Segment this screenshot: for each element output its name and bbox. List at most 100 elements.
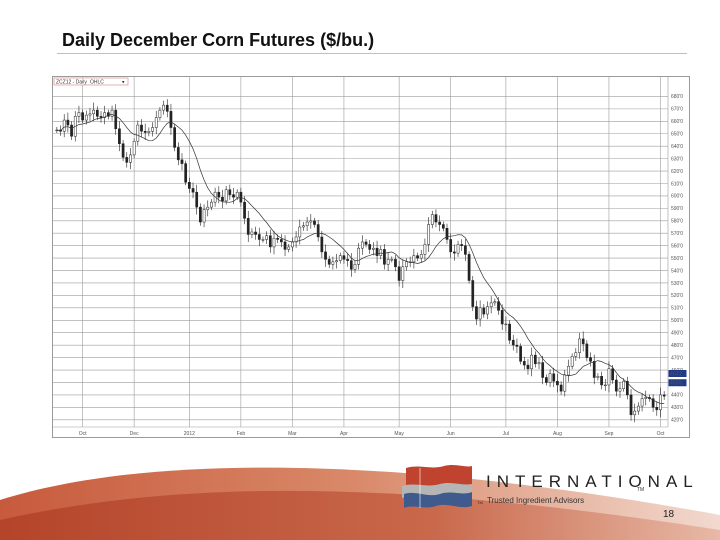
- price-bar: [383, 244, 386, 270]
- price-bar: [368, 239, 372, 254]
- title-divider: [57, 53, 687, 54]
- price-bar: [136, 120, 140, 146]
- moving-average-line: [56, 114, 665, 404]
- price-bar: [121, 139, 125, 162]
- price-bar: [581, 331, 585, 352]
- bar-body: [121, 143, 125, 158]
- price-bar: [537, 357, 541, 370]
- bar-body: [545, 377, 548, 383]
- bar-body: [316, 224, 320, 238]
- price-bar: [70, 121, 73, 140]
- price-bar: [66, 112, 70, 133]
- bar-body: [430, 214, 434, 225]
- bar-body: [187, 181, 191, 189]
- bar-body: [493, 301, 497, 304]
- bar-body: [268, 235, 272, 248]
- price-bar: [268, 229, 272, 253]
- bar-body: [349, 260, 353, 270]
- price-bars: [55, 99, 666, 423]
- bar-body: [375, 247, 379, 256]
- price-bar: [397, 260, 401, 287]
- bar-body: [257, 234, 261, 240]
- bar-body: [662, 394, 666, 397]
- price-bar: [438, 215, 441, 232]
- bar-body: [95, 109, 99, 117]
- price-bar: [342, 251, 346, 264]
- bar-body: [298, 226, 302, 238]
- price-bar: [224, 185, 228, 205]
- price-bar: [486, 301, 489, 320]
- bar-body: [629, 394, 633, 416]
- price-bar: [629, 388, 633, 421]
- y-tick-label: 440'0: [671, 393, 683, 399]
- bar-body: [467, 254, 471, 281]
- bar-body: [655, 407, 659, 411]
- price-bar: [154, 110, 158, 135]
- price-bar: [589, 352, 592, 367]
- bar-body: [475, 306, 478, 320]
- price-bar: [416, 252, 419, 262]
- bar-body: [140, 124, 143, 132]
- horizontal-gridlines: [53, 96, 668, 421]
- bar-body: [224, 189, 228, 202]
- y-tick-label: 660'0: [671, 119, 683, 125]
- price-bar: [614, 374, 618, 397]
- price-tag-label: 454'2: [670, 371, 682, 377]
- bar-body: [280, 239, 283, 243]
- y-tick-label: 510'0: [671, 306, 683, 312]
- price-bar: [478, 300, 482, 327]
- price-bar: [364, 238, 368, 248]
- price-tag-label: 453'6: [670, 381, 682, 387]
- price-bar: [162, 100, 165, 115]
- y-tick-label: 550'0: [671, 256, 683, 262]
- price-bar: [309, 214, 313, 229]
- bar-body: [596, 376, 600, 378]
- bar-body: [537, 362, 541, 365]
- bar-body: [92, 109, 95, 115]
- price-bar: [541, 355, 545, 385]
- ticker-dropdown-icon[interactable]: ▾: [122, 80, 125, 86]
- price-bar: [640, 393, 644, 412]
- page-title: Daily December Corn Futures ($/bu.): [62, 30, 375, 50]
- price-bar: [552, 367, 556, 388]
- price-bar: [556, 373, 559, 393]
- price-bar: [95, 106, 99, 121]
- bar-body: [151, 127, 154, 132]
- bar-body: [581, 338, 585, 345]
- bar-body: [511, 339, 515, 346]
- price-bar: [165, 99, 169, 118]
- price-bar: [567, 359, 570, 382]
- price-bar: [375, 240, 379, 264]
- price-bar: [147, 127, 151, 137]
- price-bar: [419, 249, 423, 263]
- bar-body: [640, 398, 644, 407]
- company-trademark: TM: [637, 487, 645, 493]
- bar-body: [143, 131, 147, 133]
- price-bar: [324, 244, 327, 267]
- price-bar: [445, 223, 449, 244]
- bar-body: [291, 241, 294, 248]
- price-bar: [280, 234, 283, 248]
- price-bar: [246, 210, 250, 242]
- price-bar: [184, 160, 188, 186]
- bar-body: [243, 201, 246, 219]
- bar-body: [372, 247, 375, 250]
- bar-body: [84, 114, 88, 121]
- ticker-box[interactable]: [53, 77, 129, 86]
- bar-body: [434, 214, 438, 223]
- bar-body: [81, 112, 84, 121]
- price-chart: ZCZ12 - Daily OHLC ▾ 680'0 670'0 660'0 650'…: [52, 76, 690, 438]
- price-bar: [243, 196, 246, 225]
- x-tick-label: Jun: [447, 431, 455, 437]
- price-bar: [662, 391, 666, 400]
- price-bar: [626, 376, 629, 400]
- chart-svg: ZCZ12 - Daily OHLC ▾ 680'0 670'0 660'0 650'…: [52, 76, 690, 438]
- price-bar: [272, 230, 276, 255]
- price-bar: [254, 226, 257, 240]
- bar-body: [254, 231, 257, 235]
- bar-body: [464, 245, 467, 255]
- price-bar: [132, 138, 136, 158]
- price-bar: [151, 122, 154, 137]
- y-tick-label: 640'0: [671, 144, 683, 150]
- bar-body: [563, 374, 567, 392]
